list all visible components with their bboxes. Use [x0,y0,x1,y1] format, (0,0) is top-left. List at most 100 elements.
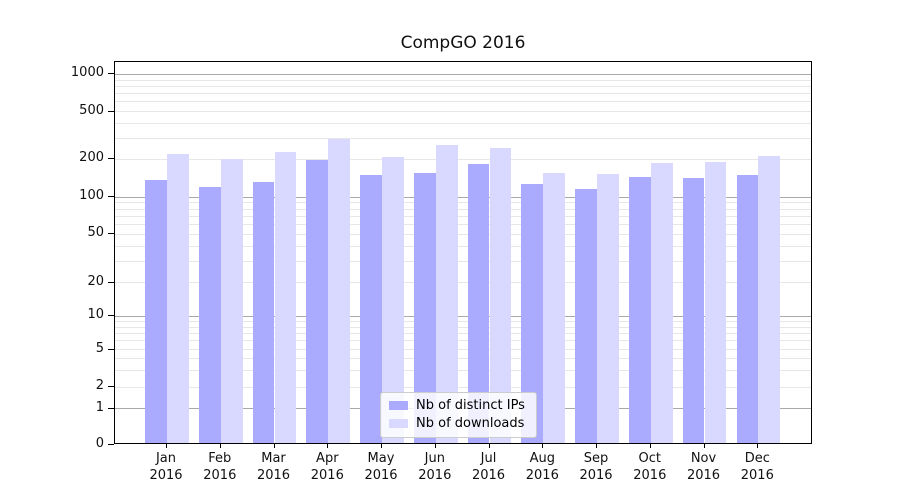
x-tick-mar [273,444,275,448]
gridline-20 [115,282,811,284]
chart-title: CompGO 2016 [400,33,526,53]
legend-label-distinct-ips: Nb of distinct IPs [416,398,525,413]
x-tick-year-aug: 2016 [525,468,559,483]
x-tick-label-may: May 2016 [349,450,413,484]
gridline-70 [115,215,811,217]
bar-oct-2016-downloads [650,162,673,443]
bar-dec-2016-distinct-ips [736,174,759,443]
gridline-100 [115,196,811,198]
y-tick-10 [108,315,114,317]
bar-apr-2016-distinct-ips [306,159,329,443]
bar-jul-2016-downloads [489,147,512,443]
gridline-600 [115,101,811,103]
y-tick-5 [108,348,114,350]
gridline-3 [115,370,811,371]
bar-jun-2016-distinct-ips [413,173,436,443]
x-tick-year-mar: 2016 [256,468,291,483]
y-tick-label-1: 1 [95,399,104,415]
x-tick-jun [434,444,436,448]
gridline-10 [115,315,811,317]
bar-jan-2016-downloads [167,154,189,443]
y-tick-20 [108,281,114,283]
y-tick-label-20: 20 [87,273,104,289]
y-tick-label-50: 50 [87,225,104,241]
bar-sep-2016-downloads [597,174,619,443]
x-tick-year-sep: 2016 [579,468,613,483]
bar-jun-2016-downloads [435,145,458,443]
x-tick-label-nov: Nov 2016 [672,450,736,484]
gridline-1000 [115,73,811,75]
gridline-300 [115,137,811,139]
gridline-200 [115,158,811,160]
legend-swatch-downloads [389,419,408,428]
x-tick-label-jan: Jan 2016 [134,450,198,484]
y-tick-1 [108,407,114,409]
y-tick-500 [108,110,114,112]
y-tick-1000 [108,73,114,75]
x-tick-label-mar: Mar 2016 [242,450,306,484]
gridline-40 [115,245,811,247]
x-tick-label-apr: Apr 2016 [295,450,359,484]
bar-sep-2016-distinct-ips [575,188,597,443]
gridline-5 [115,349,811,351]
y-tick-label-100: 100 [79,188,104,203]
bar-jan-2016-distinct-ips [145,179,167,443]
y-tick-0 [108,444,114,445]
y-tick-2 [108,386,114,387]
x-tick-oct [649,444,651,448]
bar-dec-2016-downloads [758,156,781,443]
gridline-900 [115,79,811,81]
gridline-50 [115,233,811,235]
x-tick-year-feb: 2016 [203,468,237,483]
y-tick-200 [108,158,114,160]
bar-may-2016-distinct-ips [360,174,382,443]
legend-label-downloads: Nb of downloads [416,416,525,431]
bar-mar-2016-distinct-ips [252,181,275,443]
plot-area [114,61,812,444]
x-tick-year-may: 2016 [364,468,398,483]
x-tick-label-aug: Aug 2016 [510,450,574,484]
gridline-8 [115,326,811,328]
legend: Nb of distinct IPs Nb of downloads [380,392,537,438]
gridline-400 [115,122,811,124]
x-tick-label-sep: Sep 2016 [564,450,628,484]
x-tick-sep [596,444,597,448]
legend-item-distinct-ips: Nb of distinct IPs [389,398,525,413]
x-tick-jul [488,444,490,448]
bar-nov-2016-distinct-ips [682,177,705,443]
gridline-800 [115,85,811,87]
y-tick-label-0: 0 [95,436,104,451]
y-tick-50 [108,233,114,235]
bar-feb-2016-downloads [220,158,243,443]
y-tick-100 [108,196,114,197]
y-tick-label-200: 200 [79,150,104,166]
x-tick-nov [703,444,705,448]
x-tick-jan [166,444,167,448]
x-tick-year-jun: 2016 [418,468,452,483]
bar-nov-2016-downloads [704,161,727,443]
gridline-6 [115,340,811,342]
x-tick-aug [542,444,544,448]
bar-aug-2016-distinct-ips [521,184,544,443]
bar-may-2016-downloads [382,156,404,443]
bar-jul-2016-distinct-ips [467,164,490,443]
bar-mar-2016-downloads [274,152,297,443]
x-tick-year-apr: 2016 [310,468,344,483]
x-tick-year-jan: 2016 [149,468,183,483]
legend-item-downloads: Nb of downloads [389,416,525,431]
y-tick-label-10: 10 [87,307,104,323]
gridline-80 [115,208,811,210]
bar-aug-2016-downloads [543,173,566,443]
gridline-90 [115,202,811,204]
y-tick-label-500: 500 [79,102,104,118]
bar-apr-2016-downloads [328,139,351,443]
x-tick-year-oct: 2016 [633,468,667,483]
x-tick-label-jun: Jun 2016 [403,450,467,484]
gridline-4 [115,358,811,360]
x-tick-apr [327,444,329,448]
x-tick-may [381,444,382,448]
gridline-2 [115,386,811,388]
bar-feb-2016-distinct-ips [199,186,221,443]
x-tick-label-jul: Jul 2016 [457,450,521,484]
